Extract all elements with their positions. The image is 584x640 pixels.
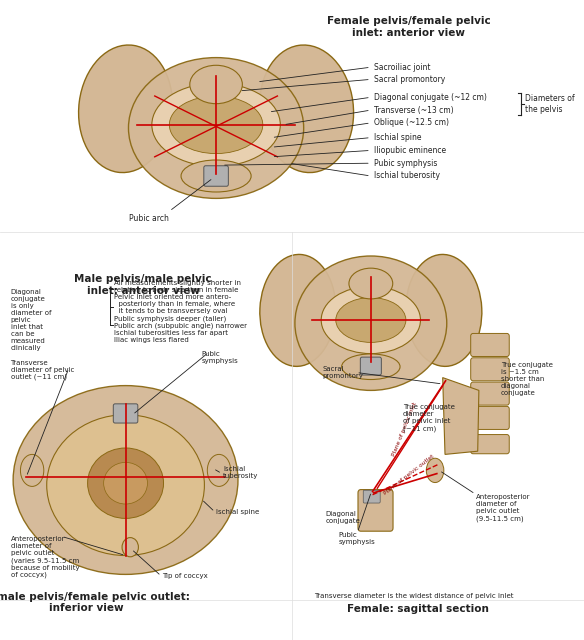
Ellipse shape xyxy=(260,255,336,366)
Text: Sacral
promontory: Sacral promontory xyxy=(322,366,363,379)
Text: Transverse diameter is the widest distance of pelvic inlet: Transverse diameter is the widest distan… xyxy=(314,593,514,600)
Text: Iliopubic eminence: Iliopubic eminence xyxy=(374,146,446,155)
Text: Plane of pelvic inlet: Plane of pelvic inlet xyxy=(391,401,418,456)
Text: Sacroiliac joint: Sacroiliac joint xyxy=(374,63,430,72)
FancyBboxPatch shape xyxy=(471,358,509,381)
FancyBboxPatch shape xyxy=(471,435,509,454)
Text: Female pelvis/female pelvic outlet:
inferior view: Female pelvis/female pelvic outlet: infe… xyxy=(0,591,190,613)
FancyBboxPatch shape xyxy=(113,404,138,423)
Ellipse shape xyxy=(260,45,353,173)
Ellipse shape xyxy=(321,286,420,353)
Text: Diagonal conjugate (~12 cm): Diagonal conjugate (~12 cm) xyxy=(374,93,486,102)
Text: Transverse (~13 cm): Transverse (~13 cm) xyxy=(374,106,453,115)
Ellipse shape xyxy=(181,160,251,192)
Text: True conjugate
is ~1.5 cm
shorter than
diagonal
conjugate: True conjugate is ~1.5 cm shorter than d… xyxy=(501,362,553,396)
Ellipse shape xyxy=(104,462,148,504)
Text: Transverse
diameter of pelvic
outlet (~11 cm): Transverse diameter of pelvic outlet (~1… xyxy=(11,360,74,380)
Ellipse shape xyxy=(349,268,392,299)
Ellipse shape xyxy=(190,65,242,104)
FancyBboxPatch shape xyxy=(360,357,381,375)
FancyBboxPatch shape xyxy=(471,382,509,405)
Text: Female pelvis/female pelvic
inlet: anterior view: Female pelvis/female pelvic inlet: anter… xyxy=(327,16,491,38)
FancyBboxPatch shape xyxy=(471,406,509,429)
Text: True conjugate
diameter
of pelvic inlet
(~11 cm): True conjugate diameter of pelvic inlet … xyxy=(403,404,455,432)
Text: Diameters of
the pelvis: Diameters of the pelvis xyxy=(525,94,575,114)
FancyBboxPatch shape xyxy=(363,490,380,503)
Ellipse shape xyxy=(426,458,444,483)
FancyBboxPatch shape xyxy=(204,166,228,186)
Text: Diagonal
conjugate
is only
diameter of
pelvic
inlet that
can be
measured
clinica: Diagonal conjugate is only diameter of p… xyxy=(11,289,51,351)
Text: Pubic
symphysis: Pubic symphysis xyxy=(339,532,376,545)
Ellipse shape xyxy=(336,298,406,342)
Text: Anteroposterior
diameter of
pelvic outlet
(varies 9.5-11.5 cm
because of mobilit: Anteroposterior diameter of pelvic outle… xyxy=(11,536,79,579)
Ellipse shape xyxy=(88,448,164,518)
Text: Sacral promontory: Sacral promontory xyxy=(374,75,445,84)
Ellipse shape xyxy=(207,454,231,486)
Ellipse shape xyxy=(79,45,172,173)
Ellipse shape xyxy=(295,256,447,390)
Ellipse shape xyxy=(128,58,304,198)
Ellipse shape xyxy=(169,96,263,154)
Text: All measurements slightly shorter in
relation to body size than in female
Pelvic: All measurements slightly shorter in rel… xyxy=(114,280,247,343)
Polygon shape xyxy=(443,378,479,454)
Text: Ischial tuberosity: Ischial tuberosity xyxy=(374,172,440,180)
FancyBboxPatch shape xyxy=(471,333,509,356)
Text: Female: sagittal section: Female: sagittal section xyxy=(347,604,488,614)
Text: Male pelvis/male pelvic
inlet: anterior view: Male pelvis/male pelvic inlet: anterior … xyxy=(74,274,212,296)
Ellipse shape xyxy=(342,354,400,380)
FancyBboxPatch shape xyxy=(358,490,393,531)
Text: Pubic symphysis: Pubic symphysis xyxy=(374,159,437,168)
Ellipse shape xyxy=(20,454,44,486)
Text: Oblique (~12.5 cm): Oblique (~12.5 cm) xyxy=(374,118,449,127)
Ellipse shape xyxy=(13,385,238,575)
Ellipse shape xyxy=(152,83,280,166)
Text: Ischial
tuberosity: Ischial tuberosity xyxy=(223,466,259,479)
Text: Pubic
symphysis: Pubic symphysis xyxy=(201,351,238,364)
Ellipse shape xyxy=(406,255,482,366)
Text: Ischial spine: Ischial spine xyxy=(374,133,421,142)
Text: Tip of coccyx: Tip of coccyx xyxy=(162,573,208,579)
Text: Plane of pelvic outlet: Plane of pelvic outlet xyxy=(383,454,435,496)
Ellipse shape xyxy=(122,538,138,557)
Text: Anteroposterior
diameter of
pelvic outlet
(9.5-11.5 cm): Anteroposterior diameter of pelvic outle… xyxy=(476,494,530,522)
Text: Ischial spine: Ischial spine xyxy=(216,509,259,515)
Ellipse shape xyxy=(47,415,204,556)
Text: Pubic arch: Pubic arch xyxy=(129,214,169,223)
Text: Diagonal
conjugate: Diagonal conjugate xyxy=(326,511,361,524)
